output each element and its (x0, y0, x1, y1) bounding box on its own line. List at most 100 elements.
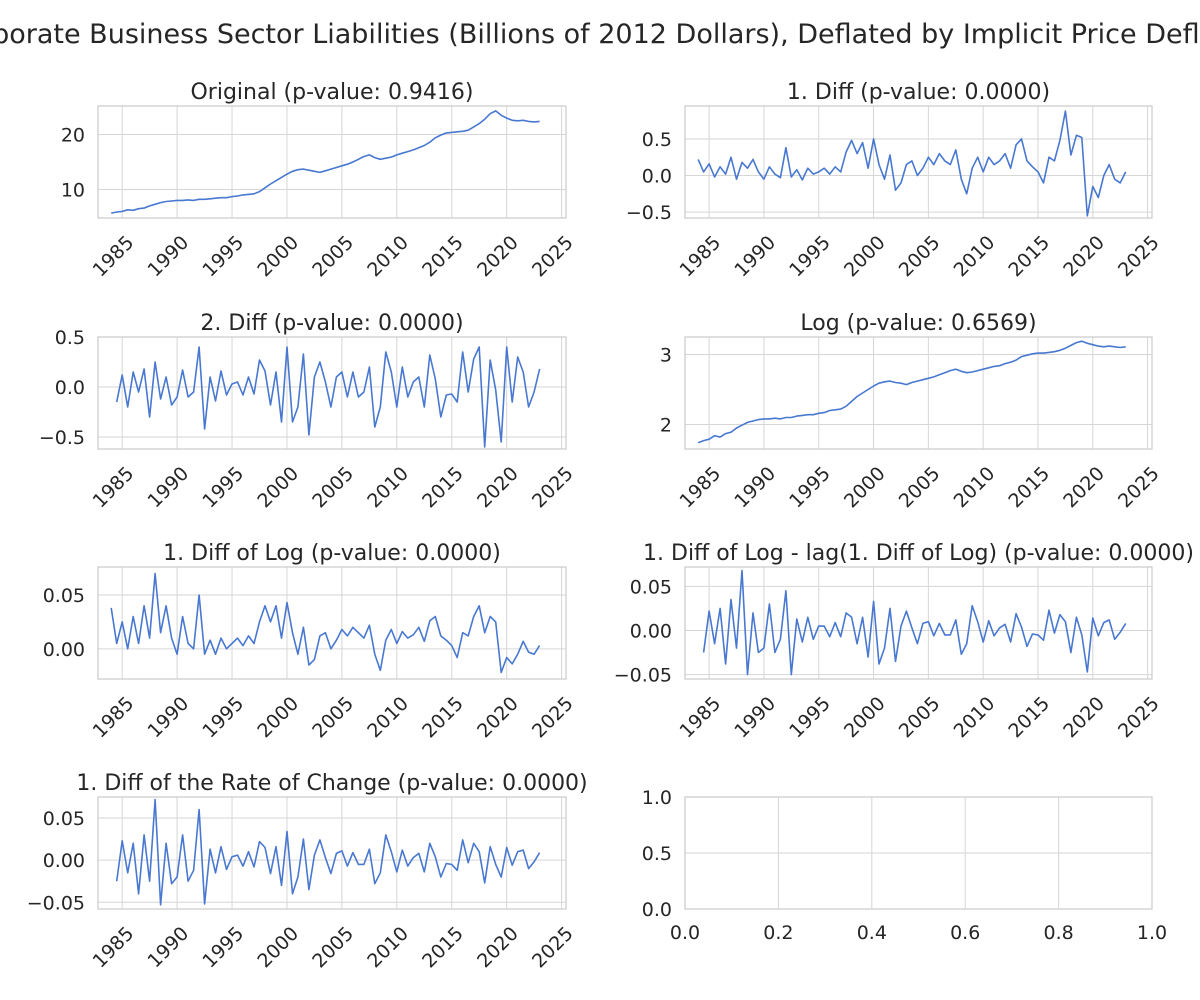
x-tick-label: 2020 (1059, 232, 1109, 282)
x-tick-label: 2010 (363, 232, 413, 282)
subplot-title: 1. Diff of Log (p-value: 0.0000) (163, 541, 501, 566)
series-line (110, 572, 541, 674)
subplot-title: Original (p-value: 0.9416) (190, 80, 473, 105)
subplot-1: Original (p-value: 0.9416) 10 20 1985 1990 19… (61, 80, 578, 281)
x-tick-label: 2005 (895, 693, 945, 743)
x-tick-label: 2000 (253, 693, 303, 743)
x-tick-label: 1995 (785, 693, 835, 743)
x-tick-label: 1.0 (1137, 922, 1167, 944)
x-tick-label: 2010 (950, 463, 1000, 513)
x-tick-label: 2015 (418, 923, 468, 973)
subplot-title: 1. Diff of the Rate of Change (p-value: … (76, 771, 587, 796)
x-tick-label: 2015 (1004, 232, 1054, 282)
axes-frame (684, 566, 1153, 680)
axes-frame (97, 105, 567, 219)
y-tick-label: 0.05 (43, 808, 85, 830)
x-tick-label: 0.2 (763, 922, 793, 944)
y-tick-label: 0.5 (642, 843, 672, 865)
y-tick-label: 1.0 (642, 787, 672, 809)
x-tick-label: 0.4 (857, 922, 887, 944)
x-tick-label: 2010 (363, 463, 413, 513)
figure-suptitle: Corporate Business Sector Liabilities (B… (0, 19, 1200, 50)
x-tick-label: 2020 (473, 232, 523, 282)
axes-frame (97, 796, 567, 910)
x-tick-label: 2000 (840, 693, 890, 743)
x-tick-label: 1990 (143, 923, 193, 973)
x-tick-label: 2025 (528, 232, 578, 282)
x-tick-label: 1985 (89, 463, 139, 513)
y-tick-label: 0.00 (43, 850, 85, 872)
series-line (115, 798, 541, 906)
y-tick-label: 20 (61, 125, 85, 147)
y-tick-label: −0.5 (626, 202, 672, 224)
subplot-7: 1. Diff of the Rate of Change (p-value: … (27, 771, 588, 972)
y-tick-label: −0.05 (614, 665, 672, 687)
x-tick-label: 2005 (895, 463, 945, 513)
axes-frame (684, 796, 1153, 910)
x-tick-label: 2000 (253, 232, 303, 282)
y-tick-label: 0.05 (43, 585, 85, 607)
x-tick-label: 2015 (1004, 463, 1054, 513)
x-tick-label: 2005 (895, 232, 945, 282)
series-line (111, 110, 540, 214)
x-tick-label: 1995 (785, 232, 835, 282)
y-tick-label: 0.5 (55, 327, 85, 349)
subplot-title: Log (p-value: 0.6569) (800, 311, 1036, 336)
y-tick-label: 0.0 (642, 899, 672, 921)
series-line (702, 569, 1127, 676)
y-tick-label: 0.05 (630, 576, 672, 598)
x-tick-label: 1995 (198, 923, 248, 973)
series-line (115, 346, 541, 448)
subplot-8: 0.0 0.5 1.0 0.0 0.2 0.4 0.6 0.8 1.0 (642, 787, 1167, 944)
x-tick-label: 2000 (253, 923, 303, 973)
x-tick-label: 2005 (308, 463, 358, 513)
x-tick-label: 2015 (418, 463, 468, 513)
x-tick-label: 1985 (89, 693, 139, 743)
x-tick-label: 2010 (363, 923, 413, 973)
x-tick-label: 2025 (528, 923, 578, 973)
x-tick-label: 1985 (676, 232, 726, 282)
x-tick-label: 1985 (89, 923, 139, 973)
x-tick-label: 2005 (308, 923, 358, 973)
subplot-title: 1. Diff of Log - lag(1. Diff of Log) (p-… (643, 541, 1194, 566)
x-tick-label: 1995 (198, 693, 248, 743)
x-tick-label: 2000 (840, 463, 890, 513)
x-tick-label: 0.8 (1043, 922, 1073, 944)
x-tick-label: 2015 (1004, 693, 1054, 743)
y-tick-label: 0.0 (55, 377, 85, 399)
x-tick-label: 2025 (528, 463, 578, 513)
subplot-5: 1. Diff of Log (p-value: 0.0000) 0.00 0.05… (43, 541, 578, 742)
y-tick-label: −0.05 (27, 892, 85, 914)
x-tick-label: 1985 (676, 463, 726, 513)
x-tick-label: 2000 (253, 463, 303, 513)
x-tick-label: 1990 (730, 693, 780, 743)
y-tick-label: −0.5 (39, 427, 85, 449)
x-tick-label: 1990 (730, 463, 780, 513)
y-tick-label: 2 (660, 415, 672, 437)
x-tick-label: 2010 (363, 693, 413, 743)
axes-frame (684, 336, 1153, 450)
x-tick-label: 1995 (198, 463, 248, 513)
subplot-title: 1. Diff (p-value: 0.0000) (787, 80, 1050, 105)
x-tick-label: 0.0 (670, 922, 700, 944)
x-tick-label: 1990 (143, 693, 193, 743)
x-tick-label: 2015 (418, 232, 468, 282)
x-tick-label: 2020 (1059, 693, 1109, 743)
x-tick-label: 1995 (198, 232, 248, 282)
x-tick-label: 2025 (1114, 693, 1164, 743)
x-tick-label: 0.6 (950, 922, 980, 944)
subplot-title: 2. Diff (p-value: 0.0000) (200, 311, 463, 336)
subplot-6: 1. Diff of Log - lag(1. Diff of Log) (p-… (614, 541, 1194, 742)
x-tick-label: 2005 (308, 232, 358, 282)
x-tick-label: 2025 (528, 693, 578, 743)
x-tick-label: 2010 (950, 693, 1000, 743)
x-tick-label: 2025 (1114, 463, 1164, 513)
x-tick-label: 2025 (1114, 232, 1164, 282)
axes-frame (97, 336, 567, 450)
x-tick-label: 2010 (950, 232, 1000, 282)
x-tick-label: 1990 (143, 232, 193, 282)
